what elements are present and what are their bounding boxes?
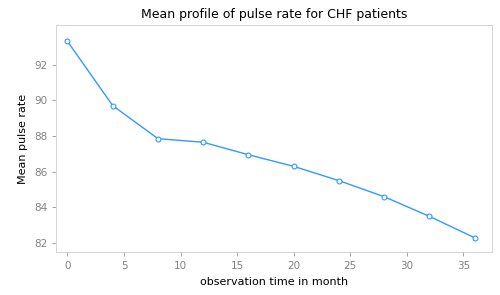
Title: Mean profile of pulse rate for CHF patients: Mean profile of pulse rate for CHF patie… [140,8,407,21]
Y-axis label: Mean pulse rate: Mean pulse rate [18,94,28,184]
X-axis label: observation time in month: observation time in month [200,277,348,287]
